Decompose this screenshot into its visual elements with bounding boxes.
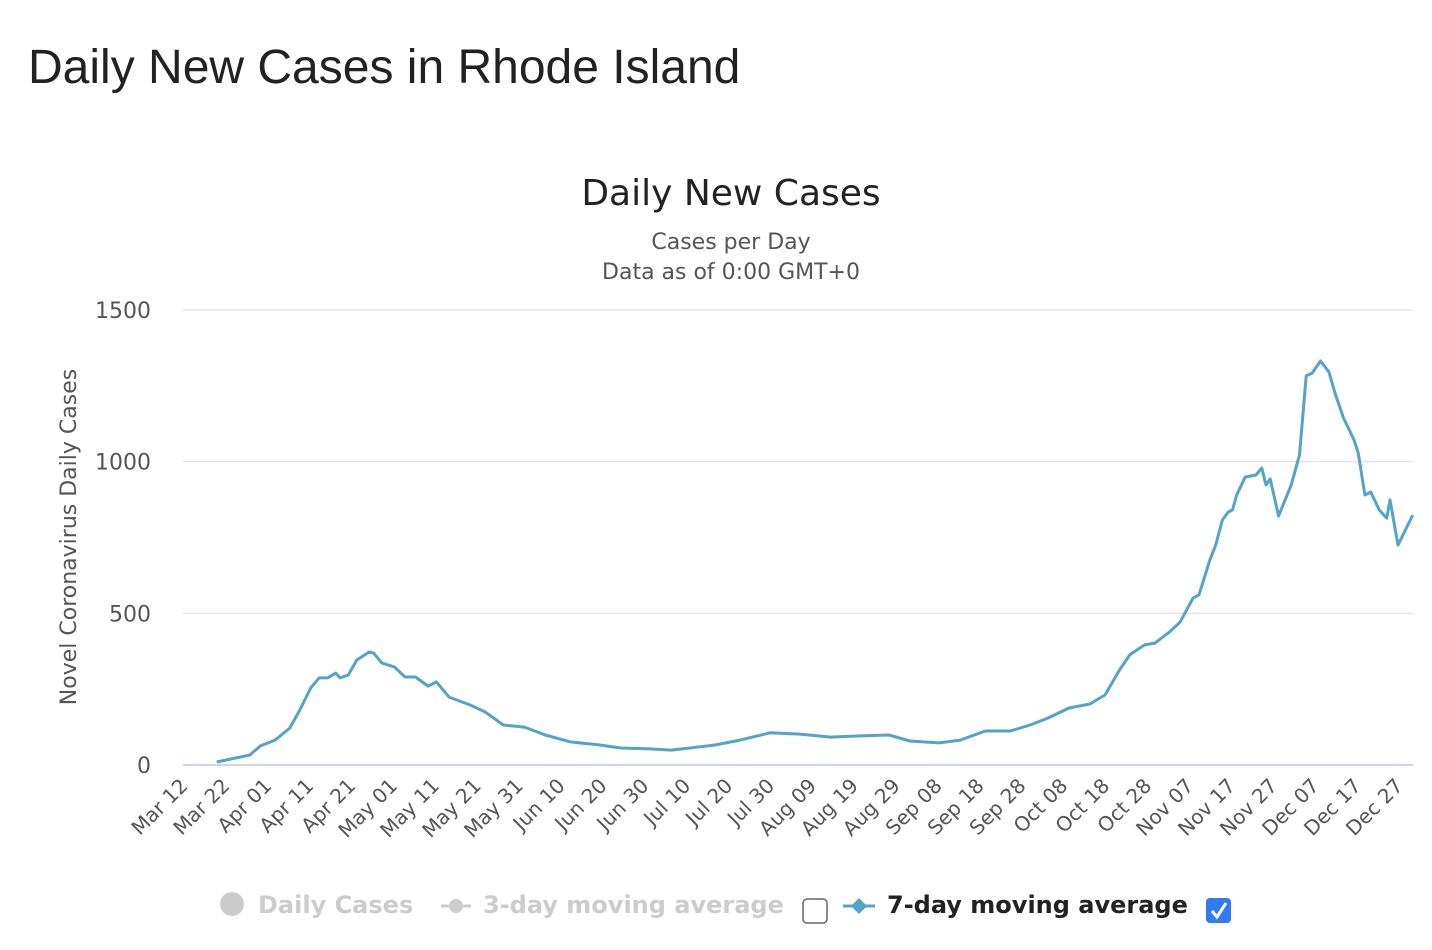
page-title: Daily New Cases in Rhode Island [28, 41, 741, 94]
x-tick-label: Jul 20 [679, 774, 737, 832]
series-line-7day[interactable] [216, 359, 1415, 764]
y-tick-label: 500 [109, 602, 151, 627]
legend-item-daily-cases[interactable]: Daily Cases [220, 891, 413, 919]
3day-checkbox[interactable] [802, 898, 828, 924]
y-tick-label: 1000 [95, 451, 151, 476]
legend-3day-label: 3-day moving average [483, 891, 784, 919]
legend: Daily Cases 3-day moving average 7-day m… [220, 891, 1231, 924]
y-axis-label: Novel Coronavirus Daily Cases [57, 369, 82, 705]
legend-7day-diamond-icon [851, 898, 867, 914]
legend-daily-cases-label: Daily Cases [258, 891, 413, 919]
legend-daily-cases-marker-icon [220, 892, 244, 916]
y-tick-label: 1500 [95, 299, 151, 324]
legend-3day-marker-icon [449, 899, 463, 913]
legend-item-3day[interactable]: 3-day moving average [441, 891, 784, 919]
y-tick-label: 0 [137, 754, 151, 779]
chart-title: Daily New Cases [581, 173, 880, 214]
legend-7day-label: 7-day moving average [887, 891, 1188, 919]
chart-subtitle-1: Cases per Day [651, 230, 810, 255]
legend-item-7day[interactable]: 7-day moving average [843, 891, 1188, 919]
chart-subtitle-2: Data as of 0:00 GMT+0 [602, 260, 860, 285]
x-tick-label: Jul 10 [637, 774, 695, 832]
checkmark-icon [1210, 902, 1228, 920]
7day-checkbox[interactable] [1206, 898, 1231, 923]
